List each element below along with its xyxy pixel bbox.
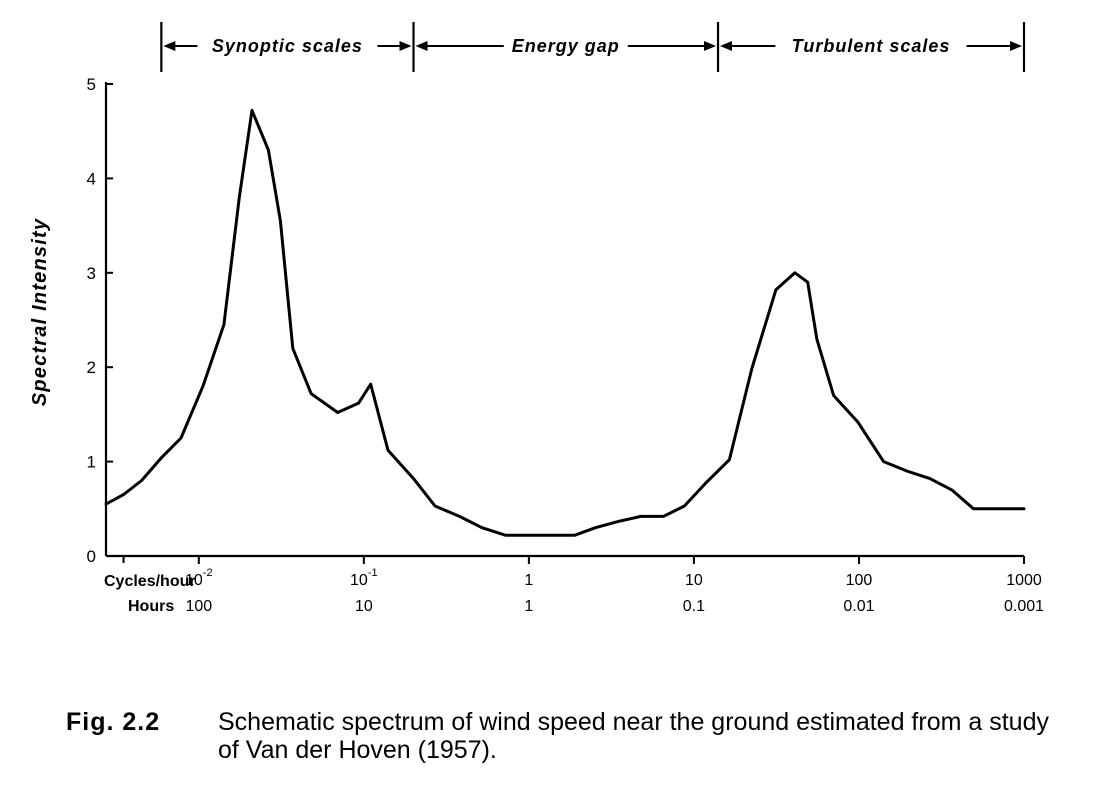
band-label: Synoptic scales <box>212 36 363 56</box>
x-axis-ticks <box>122 556 1025 564</box>
x-tick-label-cycles: 10-1 <box>350 567 378 589</box>
x-axis-row-label-hours: Hours <box>128 598 174 615</box>
x-tick-label-hours: 1 <box>524 598 533 615</box>
figure-caption-label: Fig. 2.2 <box>66 708 161 736</box>
y-tick-label: 5 <box>87 75 96 94</box>
x-tick-label-hours: 100 <box>185 598 212 615</box>
spectrum-series-points <box>105 110 1025 536</box>
y-tick-label: 4 <box>87 169 96 188</box>
x-tick-label-cycles: 10-2 <box>185 567 213 589</box>
x-axis-tick-labels: 10-2 10-1 1 10 100 1000 100 10 1 0.1 0.01 0.001 <box>185 567 1044 615</box>
x-tick-label-cycles: 100 <box>846 572 873 589</box>
y-tick-label: 1 <box>87 453 96 472</box>
x-tick-label-cycles: 1000 <box>1006 572 1042 589</box>
y-tick-label: 2 <box>87 358 96 377</box>
y-axis-ticks: 0 1 2 3 4 5 <box>87 75 113 566</box>
band-label: Turbulent scales <box>792 36 951 56</box>
spectrum-chart: Synoptic scales Energy gap Turbulent scale… <box>29 22 1044 615</box>
x-tick-label-cycles: 10 <box>685 572 703 589</box>
band-arrow-head <box>399 41 412 51</box>
band-arrow-head <box>415 41 428 51</box>
x-tick-label-cycles: 1 <box>524 572 533 589</box>
x-tick-label-hours: 0.01 <box>843 598 874 615</box>
band-arrow-head <box>704 41 717 51</box>
x-tick-label-hours: 0.001 <box>1004 598 1044 615</box>
band-arrow-head <box>720 41 733 51</box>
figure-caption-text: Schematic spectrum of wind speed near th… <box>218 708 1049 764</box>
x-axis-row-label-cycles: Cycles/hour <box>104 573 196 590</box>
y-axis-title: Spectral Intensity <box>29 218 51 406</box>
band-label: Energy gap <box>512 36 620 56</box>
band-arrow-head <box>1010 41 1022 51</box>
x-tick-label-hours: 0.1 <box>683 598 705 615</box>
band-arrow-head <box>163 41 176 51</box>
spectrum-series-line <box>104 108 1026 537</box>
x-tick-label-hours: 10 <box>355 598 373 615</box>
y-tick-label: 0 <box>87 547 96 566</box>
scale-band-annotations: Synoptic scales Energy gap Turbulent scale… <box>160 22 1026 72</box>
y-tick-label: 3 <box>87 264 96 283</box>
